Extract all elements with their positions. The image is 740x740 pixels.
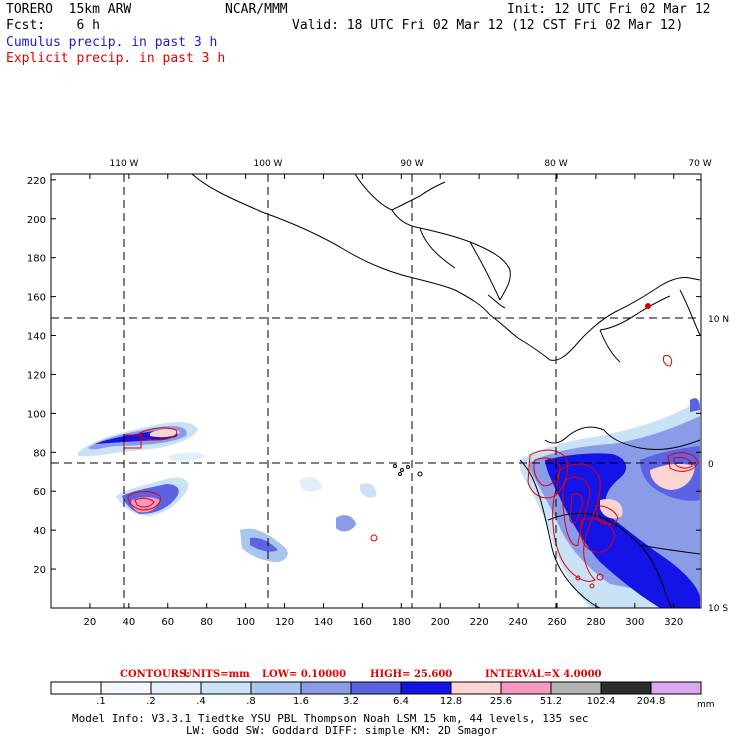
- colorbar-swatch: [50, 681, 102, 695]
- model-title: TORERO 15km ARW: [6, 2, 132, 17]
- contour-info: CONTOURS: UNITS=mm LOW= 0.10000 HIGH= 25…: [120, 669, 602, 680]
- model-physics: LW: Godd SW: Goddard DIFF: simple KM: 2D…: [186, 724, 498, 737]
- x-tick-label: 140: [314, 617, 333, 628]
- y-tick-label: 180: [27, 254, 46, 265]
- coastlines: [191, 174, 701, 608]
- lat-label: 10 S: [708, 604, 728, 614]
- y-tick-label: 80: [33, 448, 46, 459]
- x-tick-label: 20: [84, 617, 97, 628]
- contour-label: CONTOURS:: [120, 669, 190, 680]
- colorbar-swatch: [600, 681, 652, 695]
- x-tick-label: 180: [392, 617, 411, 628]
- x-tick-label: 120: [275, 617, 294, 628]
- colorbar-swatch: [250, 681, 302, 695]
- lat-label: 0: [708, 460, 714, 470]
- x-tick-label: 100: [236, 617, 255, 628]
- y-tick-label: 40: [33, 526, 46, 537]
- y-tick-label: 20: [33, 565, 46, 576]
- x-tick-label: 200: [431, 617, 450, 628]
- lon-label: 110 W: [110, 159, 139, 169]
- colorbar-label: 1.6: [293, 696, 309, 707]
- field-cumulus-label: Cumulus precip. in past 3 h: [6, 35, 218, 50]
- colorbar-swatch: [300, 681, 352, 695]
- colorbar: .1 .2 .4 .8 1.6 3.2 6.4 12.8 25.6 51.2 102.4 204.8: [50, 681, 702, 707]
- colorbar-label: .8: [246, 696, 256, 707]
- cumulus-precip-shading: [78, 398, 700, 608]
- map-frame: [50, 173, 702, 609]
- y-tick-label: 160: [27, 293, 46, 304]
- organization: NCAR/MMM: [225, 2, 288, 17]
- x-tick-label: 280: [586, 617, 605, 628]
- x-tick-label: 40: [122, 617, 135, 628]
- x-tick-label: 160: [353, 617, 372, 628]
- colorbar-label: .4: [196, 696, 206, 707]
- contour-low: LOW= 0.10000: [262, 669, 346, 680]
- colorbar-unit: mm: [697, 700, 715, 710]
- lat-label: 10 N: [708, 315, 729, 325]
- x-tick-label: 300: [625, 617, 644, 628]
- colorbar-label: 102.4: [587, 696, 616, 707]
- longitude-labels: 110 W 100 W 90 W 80 W 70 W: [110, 159, 712, 169]
- precip-area-central-4: [300, 477, 322, 492]
- y-tick-label: 120: [27, 370, 46, 381]
- x-tick-label: 220: [470, 617, 489, 628]
- colorbar-swatch: [350, 681, 402, 695]
- colorbar-label: 204.8: [637, 696, 666, 707]
- colorbar-swatch: [650, 681, 702, 695]
- colorbar-label: .1: [96, 696, 106, 707]
- colorbar-label: 6.4: [393, 696, 409, 707]
- colorbar-swatch: [400, 681, 452, 695]
- colorbar-swatch: [200, 681, 252, 695]
- lon-label: 90 W: [400, 159, 423, 169]
- lon-label: 70 W: [688, 159, 711, 169]
- y-tick-label: 100: [27, 409, 46, 420]
- precip-area-central-2: [336, 515, 356, 532]
- colorbar-label: 51.2: [540, 696, 562, 707]
- colorbar-swatch: [100, 681, 152, 695]
- contour-interval: INTERVAL=X 4.0000: [485, 669, 602, 680]
- contour-high: HIGH= 25.600: [370, 669, 452, 680]
- x-tick-label: 80: [200, 617, 213, 628]
- x-axis: 20 40 60 80 100 120 140 160 180 200 220 240 260 280 30…: [84, 174, 683, 628]
- y-tick-label: 220: [27, 176, 46, 187]
- valid-time: Valid: 18 UTC Fri 02 Mar 12 (12 CST Fri …: [292, 18, 684, 33]
- colorbar-swatch: [550, 681, 602, 695]
- x-tick-label: 260: [547, 617, 566, 628]
- y-tick-label: 140: [27, 332, 46, 343]
- forecast-hour: Fcst: 6 h: [6, 18, 100, 33]
- model-info: Model Info: V3.3.1 Tiedtke YSU PBL Thomp…: [72, 712, 589, 725]
- x-tick-label: 320: [664, 617, 683, 628]
- latitude-labels: 10 N 0 10 S: [708, 315, 729, 614]
- colorbar-swatch: [150, 681, 202, 695]
- colorbar-label: 12.8: [440, 696, 462, 707]
- precip-area-central-1-core: [250, 537, 278, 552]
- colorbar-label: 3.2: [343, 696, 359, 707]
- field-explicit-label: Explicit precip. in past 3 h: [6, 51, 226, 66]
- contour-units: UNITS=mm: [183, 669, 250, 680]
- precip-area-central-3: [360, 483, 377, 498]
- lon-label: 100 W: [254, 159, 283, 169]
- precip-area-west-upper: [78, 422, 205, 462]
- y-tick-label: 60: [33, 487, 46, 498]
- colorbar-label: .2: [146, 696, 156, 707]
- precip-dot: [645, 303, 651, 309]
- x-tick-label: 60: [161, 617, 174, 628]
- precip-area-west-lower: [116, 477, 189, 516]
- y-axis: 20 40 60 80 100 120 140 160 180 200 220: [27, 176, 701, 576]
- x-tick-label: 240: [509, 617, 528, 628]
- colorbar-swatch: [450, 681, 502, 695]
- y-tick-label: 200: [27, 215, 46, 226]
- colorbar-label: 25.6: [490, 696, 512, 707]
- lat-lon-grid: [51, 174, 701, 608]
- init-time: Init: 12 UTC Fri 02 Mar 12: [507, 2, 711, 17]
- precip-area-east: [520, 398, 700, 608]
- lon-label: 80 W: [544, 159, 567, 169]
- colorbar-swatch: [500, 681, 552, 695]
